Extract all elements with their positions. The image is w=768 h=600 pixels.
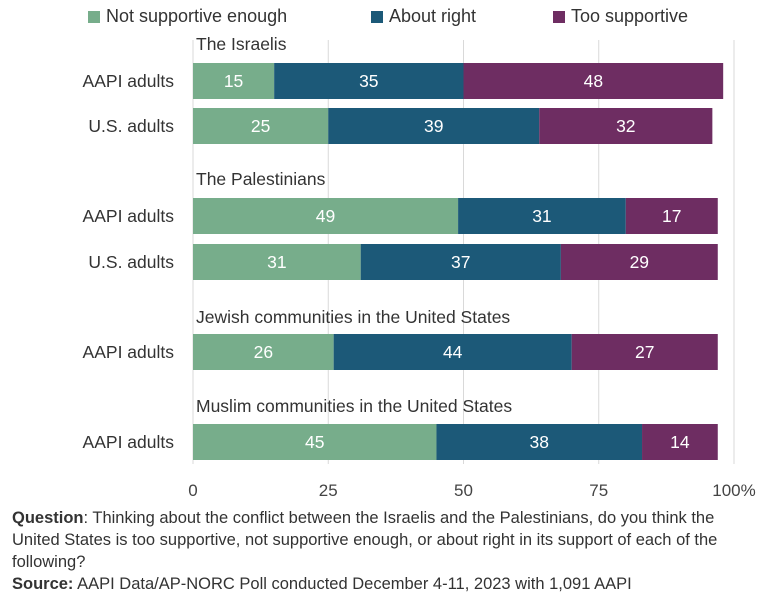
row-label: U.S. adults [88, 116, 174, 136]
legend-label: About right [389, 6, 477, 26]
data-label: 37 [451, 252, 470, 272]
bar-segment [436, 424, 643, 460]
data-label: 48 [584, 71, 603, 91]
data-label: 17 [662, 206, 681, 226]
data-label: 32 [616, 116, 635, 136]
group-title: Muslim communities in the United States [196, 396, 512, 416]
bar-segment [193, 108, 329, 144]
legend-swatch [88, 10, 100, 23]
group-title: The Palestinians [196, 169, 326, 189]
data-label: 15 [224, 71, 243, 91]
data-label: 39 [424, 116, 443, 136]
bar-segment [274, 63, 464, 99]
bar-segment [571, 334, 718, 370]
group-title: Jewish communities in the United States [196, 307, 510, 327]
row-label: U.S. adults [88, 252, 174, 272]
question-note: Question: Thinking about the conflict be… [12, 507, 760, 573]
x-tick-label: 0 [188, 481, 197, 500]
data-label: 44 [443, 342, 463, 362]
bar-segment [360, 244, 561, 280]
bar-segment [193, 334, 334, 370]
data-label: 31 [532, 206, 551, 226]
data-label: 14 [670, 432, 690, 452]
source-note: Source: AAPI Data/AP-NORC Poll conducted… [12, 573, 760, 595]
bar-segment [193, 63, 275, 99]
bar-segment [193, 424, 437, 460]
data-label: 29 [630, 252, 649, 272]
stacked-bar-chart: 0 25 50 75 100% The Israelis AAPI adults 15 35 48… [83, 34, 756, 500]
source-label: Source: [12, 575, 74, 593]
chart-legend: Not supportive enough About right Too supp… [88, 6, 768, 32]
data-label: 25 [251, 116, 270, 136]
data-label: 45 [305, 432, 324, 452]
legend-swatch [553, 10, 565, 23]
bar-segment [458, 198, 626, 234]
legend-item: About right [371, 6, 476, 27]
data-label: 31 [267, 252, 286, 272]
legend-item: Too supportive [553, 6, 688, 27]
footnote: Question: Thinking about the conflict be… [12, 507, 760, 595]
source-text: AAPI Data/AP-NORC Poll conducted Decembe… [73, 575, 632, 593]
group-title: The Israelis [196, 34, 287, 54]
data-label: 38 [530, 432, 549, 452]
bar-segment [539, 108, 713, 144]
x-tick-label: 100% [712, 481, 755, 500]
bar-segment [642, 424, 718, 460]
bar-segment [560, 244, 718, 280]
data-label: 49 [316, 206, 335, 226]
bar-segment [333, 334, 572, 370]
bar-segment [328, 108, 540, 144]
row-label: AAPI adults [83, 71, 175, 91]
row-label: AAPI adults [83, 432, 175, 452]
data-label: 35 [359, 71, 378, 91]
question-label: Question [12, 509, 84, 527]
bar-segment [193, 244, 361, 280]
x-tick-label: 50 [454, 481, 473, 500]
legend-item: Not supportive enough [88, 6, 287, 27]
legend-label: Too supportive [571, 6, 689, 26]
data-label: 27 [635, 342, 654, 362]
legend-swatch [371, 10, 383, 23]
data-label: 26 [254, 342, 273, 362]
bar-segment [463, 63, 724, 99]
bar-segment [193, 198, 459, 234]
x-tick-label: 25 [319, 481, 338, 500]
bar-segment [625, 198, 718, 234]
x-tick-label: 75 [589, 481, 608, 500]
legend-label: Not supportive enough [106, 6, 288, 26]
row-label: AAPI adults [83, 342, 175, 362]
row-label: AAPI adults [83, 206, 175, 226]
question-text: : Thinking about the conflict between th… [12, 509, 718, 571]
